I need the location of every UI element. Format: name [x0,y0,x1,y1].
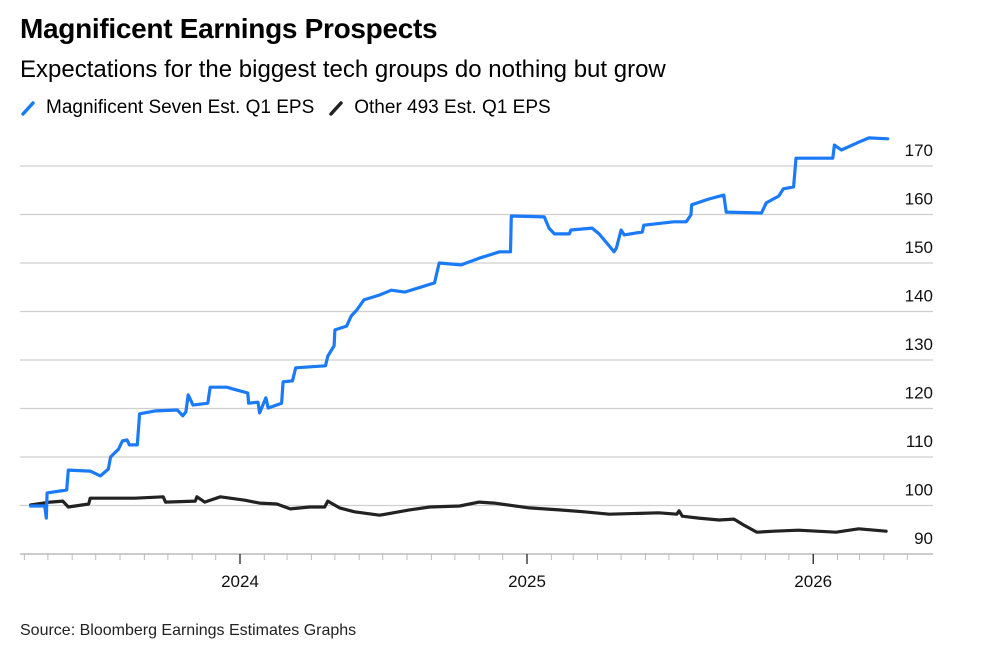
y-tick-label: 90 [914,529,933,548]
y-tick-label: 120 [905,384,933,403]
y-tick-label: 150 [905,238,933,257]
source-note: Source: Bloomberg Earnings Estimates Gra… [20,622,357,639]
y-tick-label: 130 [905,335,933,354]
y-tick-label: 110 [906,432,933,451]
legend: Magnificent Seven Est. Q1 EPS Other 493 … [20,97,565,119]
y-tick-label: 160 [905,190,933,209]
x-tick-label: 2024 [221,572,259,591]
chart-title: Magnificent Earnings Prospects [20,13,438,44]
x-tick-label: 2025 [508,572,546,591]
legend-swatch-black-icon [329,101,343,116]
chart-subtitle: Expectations for the biggest tech groups… [20,56,666,83]
legend-item-magnificent-seven: Magnificent Seven Est. Q1 EPS [20,97,314,119]
y-tick-label: 140 [905,287,933,306]
series-line-other-493 [29,495,888,534]
y-tick-label: 170 [905,141,933,160]
y-tick-label: 100 [905,481,933,500]
legend-item-other-493: Other 493 Est. Q1 EPS [328,97,551,119]
series-line-magnificent-seven [29,136,890,520]
legend-label: Other 493 Est. Q1 EPS [354,97,551,118]
legend-swatch-blue-icon [21,101,35,116]
x-tick-label: 2026 [794,572,832,591]
legend-label: Magnificent Seven Est. Q1 EPS [46,97,315,118]
